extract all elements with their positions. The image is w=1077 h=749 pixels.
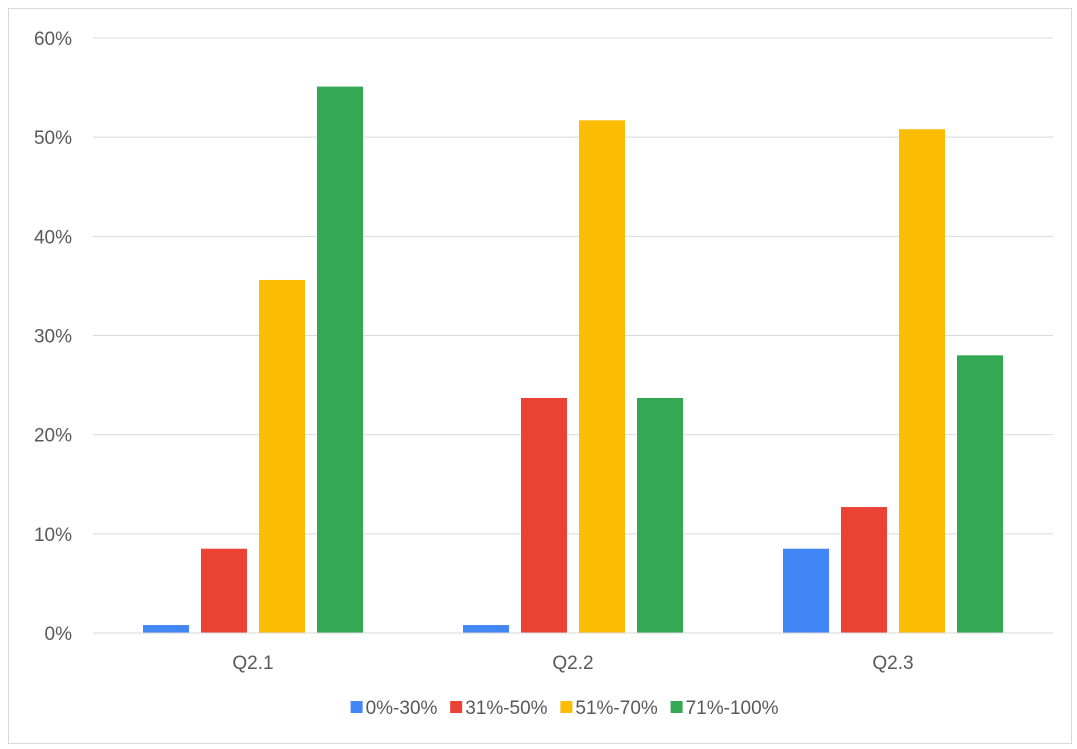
y-tick-label: 40% (34, 227, 72, 248)
bar-Q2.3-71%-100% (957, 355, 1003, 633)
bar-Q2.2-51%-70% (579, 120, 625, 633)
legend-swatch (350, 701, 363, 713)
y-tick-label: 60% (34, 29, 72, 50)
bar-Q2.3-51%-70% (899, 129, 945, 633)
legend-label: 0%-30% (366, 698, 438, 719)
y-tick-label: 20% (34, 426, 72, 447)
legend-label: 71%-100% (686, 698, 779, 719)
bar-Q2.1-31%-50% (201, 548, 247, 633)
x-tick-label: Q2.3 (872, 653, 913, 674)
legend-swatch (560, 701, 573, 713)
x-tick-label: Q2.1 (232, 653, 273, 674)
bar-Q2.2-0%-30% (463, 625, 509, 633)
legend-swatch (450, 701, 463, 713)
legend-label: 31%-50% (465, 698, 547, 719)
bar-Q2.1-71%-100% (317, 86, 363, 633)
y-tick-label: 0% (45, 624, 73, 645)
y-tick-label: 50% (34, 128, 72, 149)
legend-label: 51%-70% (575, 698, 657, 719)
y-tick-label: 30% (34, 327, 72, 348)
bar-Q2.1-0%-30% (143, 625, 189, 633)
bar-Q2.3-31%-50% (841, 507, 887, 633)
bar-Q2.2-71%-100% (637, 397, 683, 633)
bar-Q2.2-31%-50% (521, 397, 567, 633)
bar-Q2.3-0%-30% (783, 548, 829, 633)
y-tick-label: 10% (34, 525, 72, 546)
legend-swatch (670, 701, 683, 713)
bar-Q2.1-51%-70% (259, 279, 305, 633)
x-tick-label: Q2.2 (552, 653, 593, 674)
